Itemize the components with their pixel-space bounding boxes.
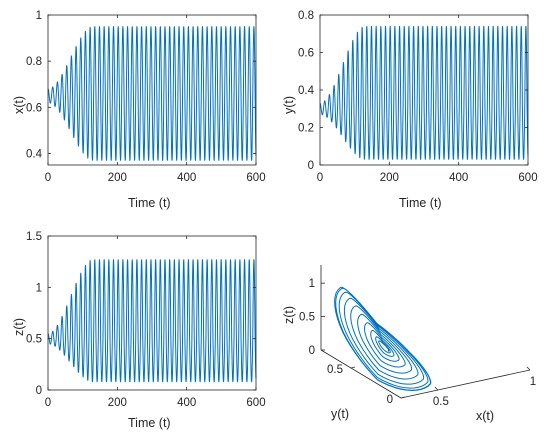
xtick-mark: [526, 366, 531, 371]
ytick-label: 0.8: [26, 56, 42, 68]
ytick-mark: [400, 396, 406, 399]
xtick-label: 0: [45, 397, 51, 409]
xtick-label: 400: [177, 172, 196, 184]
xtick-label: 0: [317, 172, 323, 184]
ytick-label: 0.6: [26, 102, 42, 114]
z-panel-ylabel: z(t): [12, 318, 26, 336]
ztick-label: 1: [309, 278, 315, 290]
xtick-label: 600: [518, 172, 537, 184]
z-plot-box: [47, 235, 257, 391]
ztick-label: 0: [309, 345, 315, 357]
xtick-label: 200: [108, 172, 127, 184]
x-panel-ylabel: x(t): [12, 96, 26, 114]
xtick-label: 600: [246, 172, 265, 184]
z-panel-xlabel: Time (t): [128, 416, 171, 430]
ytick-label: 1.5: [26, 231, 42, 243]
xtick-label: 600: [246, 397, 265, 409]
xtick-label: 400: [449, 172, 468, 184]
phase-xlabel: x(t): [476, 409, 494, 423]
y-panel-ylabel: y(t): [282, 96, 296, 114]
xtick-label: 200: [108, 397, 127, 409]
z-series-line: [47, 259, 257, 383]
panel-z-time-series: 0 200 400 600 0 0.5 1 1.5 Time (t) z(t): [12, 231, 266, 430]
y-ticks: 0 200 400 600 0 0.2 0.4 0.6 0.8: [298, 10, 538, 184]
ytick-label: 0.2: [298, 123, 314, 135]
phase-zlabel: z(t): [282, 306, 296, 324]
ytick-label: 0.4: [298, 85, 315, 97]
y-panel-xlabel: Time (t): [399, 196, 442, 210]
y-series-line: [319, 25, 529, 160]
ztick-label: 0.5: [299, 312, 315, 324]
xtick-label: 0: [45, 172, 51, 184]
xtick-label: 1: [530, 376, 536, 388]
ytick-label: 0.4: [26, 148, 43, 160]
ytick-label: 0.5: [327, 364, 343, 376]
panel-y-time-series: 0 200 400 600 0 0.2 0.4 0.6 0.8 Time (t) y(t): [282, 10, 538, 210]
ytick-label: 0.6: [298, 48, 314, 60]
x-series-line: [47, 26, 257, 161]
xtick-mark: [434, 386, 439, 391]
xtick-label: 200: [380, 172, 399, 184]
ytick-label: 0.5: [26, 334, 42, 346]
phase-axes: [320, 265, 531, 399]
phase-y-axis: [320, 349, 402, 399]
xtick-label: 0.5: [433, 396, 449, 408]
panel-phase-portrait: 0 0.5 1 0 0.5 0.5 1 x(t) y(t) z(t): [282, 265, 536, 423]
panel-x-time-series: 0 200 400 600 0.4 0.6 0.8 1 Time (t) x(t): [12, 10, 266, 210]
ytick-mark: [350, 366, 356, 369]
x-plot-box: [47, 14, 257, 166]
ytick-label: 0: [308, 160, 314, 172]
ytick-label: 1: [36, 282, 42, 294]
z-ticks: 0 200 400 600 0 0.5 1 1.5: [26, 231, 266, 409]
phase-ticks: 0 0.5 1 0 0.5 0.5 1: [299, 278, 536, 408]
ytick-label: 1: [36, 10, 42, 22]
x-ticks: 0 200 400 600 0.4 0.6 0.8 1: [26, 10, 266, 184]
xtick-label: 400: [177, 397, 196, 409]
ytick-label: 0.8: [298, 10, 314, 22]
phase-ylabel: y(t): [331, 407, 349, 421]
ytick-label: 0: [36, 385, 42, 397]
ytick-label: 0: [387, 394, 393, 406]
phase-trajectory-line: [334, 286, 432, 392]
x-panel-xlabel: Time (t): [128, 196, 171, 210]
phase-x-axis: [400, 369, 531, 399]
